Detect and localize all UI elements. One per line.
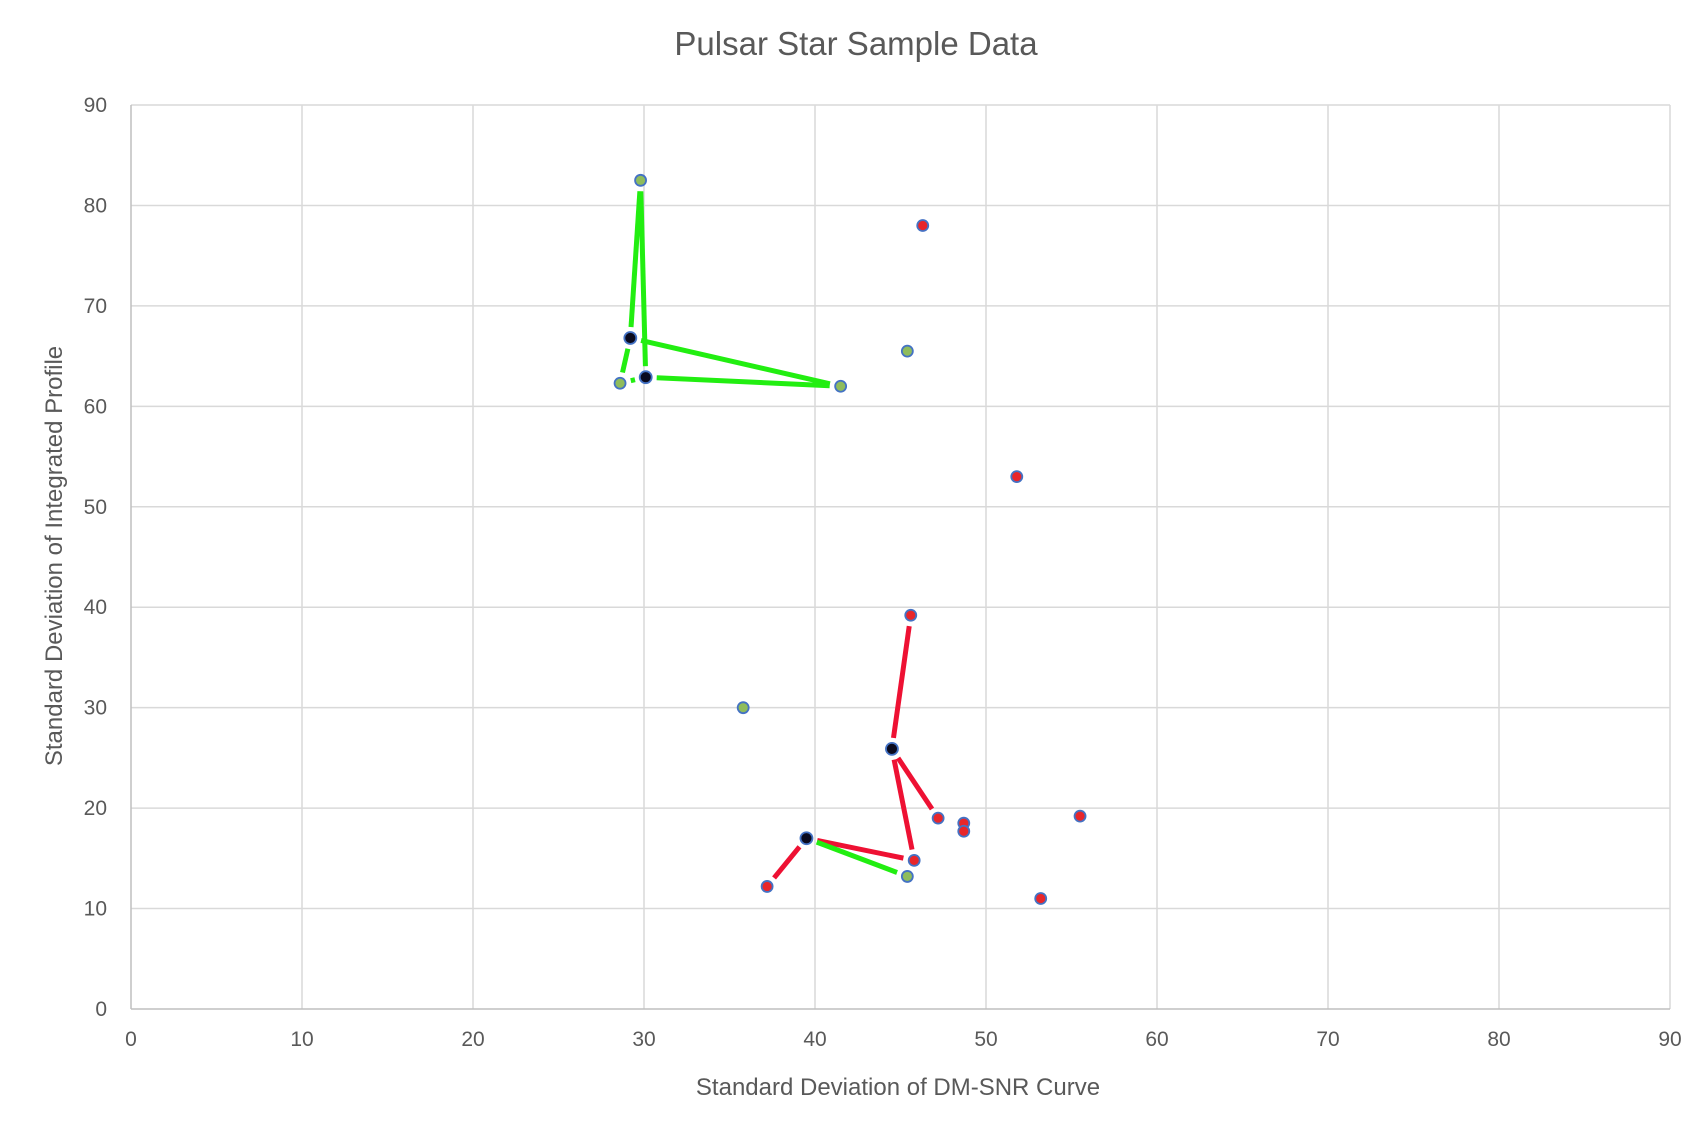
data-point xyxy=(760,880,774,893)
axes xyxy=(130,105,1670,1010)
connector-line xyxy=(640,338,831,387)
x-tick-label: 40 xyxy=(803,1028,826,1051)
data-point xyxy=(900,344,914,358)
y-tick-label: 0 xyxy=(95,998,107,1021)
y-tick-label: 40 xyxy=(84,596,107,619)
connector-lines xyxy=(620,191,935,880)
connector-line xyxy=(816,838,904,861)
x-tick-label: 0 xyxy=(125,1028,137,1051)
y-tick-label: 50 xyxy=(84,496,107,519)
y-tick-labels: 0 10 20 30 40 50 60 70 80 90 xyxy=(84,94,107,1021)
data-point xyxy=(623,331,638,345)
x-tick-label: 20 xyxy=(461,1028,484,1051)
y-tick-label: 30 xyxy=(84,697,107,720)
data-point xyxy=(904,608,918,622)
y-tick-label: 90 xyxy=(84,94,107,117)
data-point xyxy=(957,824,971,838)
connector-line xyxy=(891,625,912,739)
y-axis-title: Standard Deviation of Integrated Profile xyxy=(41,346,68,766)
connector-line xyxy=(891,759,915,851)
data-point xyxy=(638,370,653,385)
x-tick-labels: 0 10 20 30 40 50 60 70 80 90 xyxy=(125,1028,1682,1051)
x-tick-label: 80 xyxy=(1487,1028,1510,1051)
data-point xyxy=(1010,470,1024,484)
data-point xyxy=(1034,892,1048,905)
data-point xyxy=(1073,809,1087,823)
data-point xyxy=(907,853,921,867)
x-tick-label: 90 xyxy=(1658,1028,1681,1051)
connector-line xyxy=(895,756,935,811)
y-tick-label: 20 xyxy=(84,797,107,820)
data-point xyxy=(736,701,750,715)
connector-line xyxy=(630,377,636,384)
data-point xyxy=(900,870,914,883)
x-tick-label: 10 xyxy=(290,1028,313,1051)
y-tick-label: 60 xyxy=(84,395,107,418)
connector-line xyxy=(620,348,631,374)
gridlines xyxy=(131,104,1671,1009)
data-point xyxy=(916,219,930,232)
data-point xyxy=(885,741,899,756)
y-tick-label: 70 xyxy=(84,295,107,318)
data-point xyxy=(634,173,647,187)
connector-line xyxy=(772,845,802,880)
data-point xyxy=(931,811,945,825)
data-points xyxy=(613,173,1087,905)
data-point xyxy=(613,376,627,390)
connector-line xyxy=(638,191,648,367)
y-tick-label: 80 xyxy=(84,194,107,217)
connector-line xyxy=(656,375,830,389)
x-tick-label: 30 xyxy=(632,1028,655,1051)
chart-title: Pulsar Star Sample Data xyxy=(674,25,1038,62)
data-point xyxy=(799,831,814,846)
x-tick-label: 50 xyxy=(974,1028,997,1051)
connector-line xyxy=(815,839,898,875)
x-tick-label: 60 xyxy=(1145,1028,1168,1051)
x-axis-title: Standard Deviation of DM-SNR Curve xyxy=(696,1074,1100,1101)
x-tick-label: 70 xyxy=(1316,1028,1339,1051)
connector-line xyxy=(628,191,643,328)
data-point xyxy=(834,379,848,393)
y-tick-label: 10 xyxy=(84,898,107,921)
